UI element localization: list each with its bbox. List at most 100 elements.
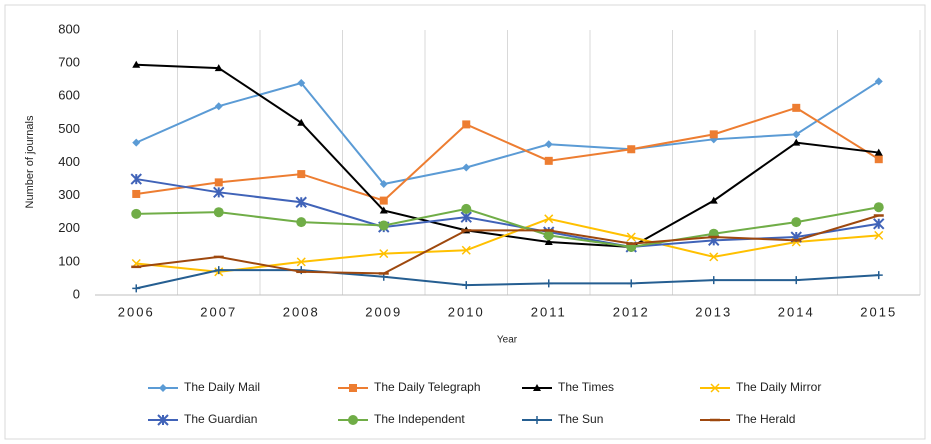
marker xyxy=(792,276,801,285)
marker-shape xyxy=(132,138,141,147)
marker xyxy=(544,279,553,288)
marker-shape xyxy=(348,415,358,425)
x-tick-label: 2015 xyxy=(860,304,897,319)
x-tick-label: 2006 xyxy=(118,304,155,319)
marker-shape xyxy=(132,189,141,198)
marker-shape xyxy=(544,156,553,165)
marker xyxy=(792,130,801,139)
marker-shape xyxy=(296,257,306,267)
marker xyxy=(378,220,389,231)
marker xyxy=(626,232,636,242)
y-tick-label: 0 xyxy=(73,286,80,301)
marker-shape xyxy=(544,279,553,288)
marker-shape xyxy=(297,170,306,179)
marker-shape xyxy=(791,217,802,228)
marker-shape xyxy=(710,383,720,393)
marker xyxy=(130,173,142,185)
marker xyxy=(159,384,167,392)
legend-label: The Daily Mirror xyxy=(736,380,821,394)
marker xyxy=(709,196,718,204)
marker xyxy=(461,245,471,255)
marker-shape xyxy=(544,214,554,224)
marker-shape xyxy=(544,238,553,245)
marker-shape xyxy=(709,130,718,139)
x-tick-label: 2009 xyxy=(365,304,402,319)
marker-shape xyxy=(533,384,541,391)
marker xyxy=(874,230,884,240)
legend-label: The Times xyxy=(558,380,614,394)
marker xyxy=(709,130,718,139)
y-tick-label: 500 xyxy=(58,121,80,136)
marker xyxy=(349,384,357,392)
legend-label: The Sun xyxy=(558,412,603,426)
marker-shape xyxy=(131,208,142,219)
x-axis-label: Year xyxy=(497,335,518,346)
marker-shape xyxy=(379,206,388,214)
marker-shape xyxy=(213,207,224,218)
marker-shape xyxy=(533,416,541,424)
y-tick-label: 300 xyxy=(58,187,80,202)
marker-shape xyxy=(792,103,801,112)
marker xyxy=(462,281,471,290)
marker-shape xyxy=(792,130,801,139)
series-line xyxy=(136,106,880,202)
marker-shape xyxy=(874,155,883,164)
marker xyxy=(379,249,389,259)
legend-label: The Daily Telegraph xyxy=(374,380,481,394)
marker xyxy=(874,77,883,86)
marker xyxy=(379,206,388,214)
marker-shape xyxy=(214,266,223,275)
x-tick-label: 2013 xyxy=(695,304,732,319)
y-tick-label: 200 xyxy=(58,220,80,235)
y-tick-label: 400 xyxy=(58,154,80,169)
series-line xyxy=(136,269,879,290)
marker-shape xyxy=(792,276,801,285)
marker xyxy=(131,208,142,219)
marker-shape xyxy=(214,64,223,72)
marker-shape xyxy=(296,217,307,228)
marker xyxy=(461,203,472,214)
marker xyxy=(544,140,553,149)
marker-shape xyxy=(874,148,883,156)
marker xyxy=(709,252,719,262)
marker xyxy=(213,207,224,218)
x-tick-label: 2010 xyxy=(448,304,485,319)
y-tick-label: 100 xyxy=(58,253,80,268)
marker xyxy=(873,202,884,213)
marker-shape xyxy=(297,118,306,126)
y-tick-label: 600 xyxy=(58,88,80,103)
marker xyxy=(297,79,306,87)
series-line xyxy=(136,63,879,248)
marker-shape xyxy=(792,138,801,146)
marker-shape xyxy=(462,281,471,290)
marker xyxy=(132,60,141,68)
marker xyxy=(379,196,388,205)
marker xyxy=(543,230,554,241)
marker-shape xyxy=(379,196,388,205)
marker xyxy=(710,383,720,393)
marker-shape xyxy=(378,220,389,231)
legend-label: The Herald xyxy=(736,412,795,426)
legend-label: The Daily Mail xyxy=(184,380,260,394)
marker-shape xyxy=(627,279,636,288)
marker xyxy=(297,118,306,126)
x-tick-label: 2011 xyxy=(531,304,567,319)
marker-shape xyxy=(873,218,885,230)
marker-shape xyxy=(709,276,718,285)
legend-label: The Independent xyxy=(374,412,465,426)
marker-shape xyxy=(873,202,884,213)
chart-frame xyxy=(4,4,926,440)
legend-label: The Guardian xyxy=(184,412,257,426)
series-line xyxy=(136,206,879,248)
y-tick-label: 800 xyxy=(58,21,80,36)
marker xyxy=(462,163,471,172)
x-tick-label: 2007 xyxy=(200,304,237,319)
x-tick-label: 2008 xyxy=(283,304,320,319)
marker-shape xyxy=(461,245,471,255)
marker xyxy=(213,186,225,199)
marker-shape xyxy=(157,414,169,426)
marker xyxy=(379,180,388,189)
marker-shape xyxy=(874,77,883,86)
marker-shape xyxy=(461,203,472,214)
